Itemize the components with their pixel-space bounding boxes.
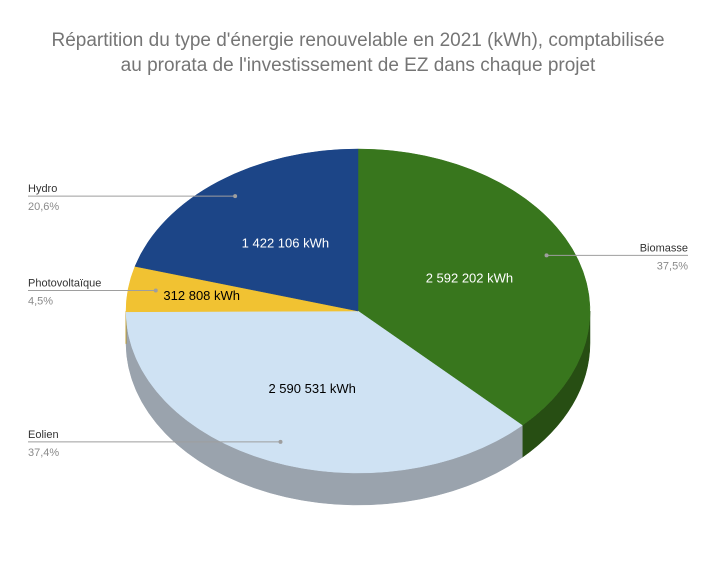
slice-1 xyxy=(125,310,523,474)
callout-percent-2: 4,5% xyxy=(28,296,53,308)
callout-percent-3: 20,6% xyxy=(28,201,59,213)
pie-callout-layer: Biomasse 37,5% Eolien 37,4% Photovoltaïque 4,… xyxy=(28,183,688,459)
slice-value-label-0: 2 592 202 kWh xyxy=(426,271,513,286)
slice-value-label-2: 312 808 kWh xyxy=(163,288,240,303)
callout-dot-1 xyxy=(278,439,283,444)
callout-dot-3 xyxy=(233,194,238,199)
chart-title-line-1: Répartition du type d'énergie renouvelab… xyxy=(51,30,665,51)
pie-top-layer xyxy=(125,148,591,474)
callout-name-3: Hydro xyxy=(28,183,57,195)
callout-name-2: Photovoltaïque xyxy=(28,278,101,290)
callout-name-0: Biomasse xyxy=(640,242,688,254)
chart-title-line-2: au prorata de l'investissement de EZ dan… xyxy=(120,55,596,76)
callout-dot-0 xyxy=(544,253,549,258)
callout-percent-0: 37,5% xyxy=(657,260,688,272)
slice-3 xyxy=(134,148,359,312)
slice-value-label-1: 2 590 531 kWh xyxy=(268,381,355,396)
callout-percent-1: 37,4% xyxy=(28,447,59,459)
slice-0 xyxy=(357,148,591,426)
callout-name-1: Eolien xyxy=(28,429,59,441)
slice-value-label-3: 1 422 106 kWh xyxy=(242,236,329,251)
callout-dot-2 xyxy=(153,288,158,293)
pie-label-layer: 2 592 202 kWh 2 590 531 kWh 312 808 kWh 1 4… xyxy=(163,236,513,396)
